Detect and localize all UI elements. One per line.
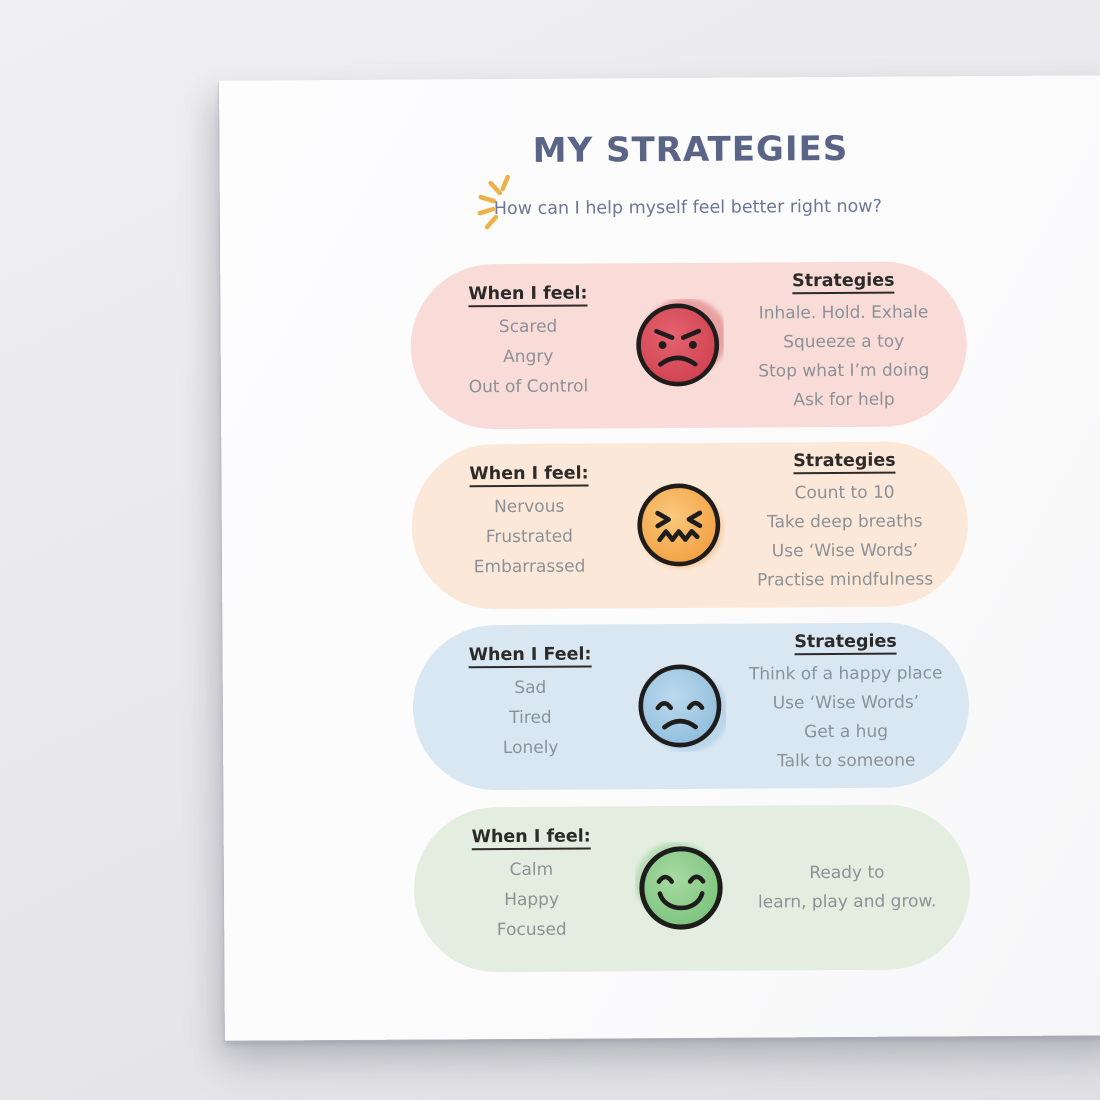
feelings-heading: When I Feel: — [468, 644, 592, 669]
strategy-item: Practise mindfulness — [757, 569, 934, 591]
feelings-column: When I feel: Calm Happy Focused — [424, 826, 640, 945]
feeling-item: Focused — [496, 919, 567, 941]
feeling-item: Frustrated — [485, 526, 574, 548]
feelings-column: When I feel: Scared Angry Out of Control — [420, 283, 636, 402]
ready-message: Ready to learn, play and grow. — [712, 804, 983, 971]
page-subtitle: How can I help myself feel better right … — [493, 196, 882, 220]
feeling-item: Embarrassed — [473, 556, 586, 578]
feelings-heading: When I feel: — [469, 463, 589, 488]
feeling-item: Tired — [509, 707, 552, 728]
angry-face-icon — [636, 298, 724, 387]
strategy-item: Take deep breaths — [766, 511, 923, 533]
strategy-row-calm: When I feel: Calm Happy Focused Ready to… — [413, 804, 971, 973]
strategy-item: Use ‘Wise Words’ — [772, 692, 920, 714]
sad-face-icon — [638, 664, 727, 752]
feelings-heading: When I feel: — [471, 826, 591, 851]
strategies-heading: Strategies — [792, 270, 895, 295]
strategy-row-sad: When I Feel: Sad Tired Lonely Strategies… — [412, 622, 970, 791]
strategies-column: Strategies Count to 10 Take deep breaths… — [709, 450, 980, 596]
strategy-item: Talk to someone — [777, 750, 916, 772]
feelings-column: When I feel: Nervous Frustrated Embarras… — [421, 463, 637, 582]
page-title: MY STRATEGIES — [532, 128, 849, 171]
strategy-row-angry: When I feel: Scared Angry Out of Control… — [410, 261, 968, 430]
ready-message-line: Ready to — [809, 862, 885, 883]
feeling-item: Out of Control — [468, 376, 589, 398]
strategy-item: Use ‘Wise Words’ — [771, 540, 919, 562]
strategy-item: Stop what I’m doing — [758, 360, 930, 382]
strategy-item: Think of a happy place — [748, 663, 943, 685]
strategies-heading: Strategies — [793, 450, 896, 475]
book-page: MY STRATEGIES How can I help myself feel… — [219, 75, 1100, 1041]
strategy-item: Ask for help — [793, 389, 895, 411]
feeling-item: Calm — [509, 859, 554, 880]
feeling-item: Sad — [514, 677, 547, 698]
strategy-item: Get a hug — [804, 721, 889, 743]
feeling-item: Angry — [503, 346, 554, 368]
feeling-item: Happy — [504, 889, 560, 911]
sparkle-icon — [477, 174, 510, 230]
strategy-row-frustrated: When I feel: Nervous Frustrated Embarras… — [411, 441, 969, 610]
feeling-item: Lonely — [502, 737, 559, 759]
happy-face-icon — [634, 841, 723, 930]
strategy-item: Count to 10 — [794, 482, 895, 504]
feeling-item: Scared — [498, 316, 558, 338]
feelings-column: When I Feel: Sad Tired Lonely — [423, 644, 639, 763]
strategy-item: Squeeze a toy — [783, 331, 905, 353]
strategy-item: Inhale. Hold. Exhale — [758, 302, 929, 324]
strategies-heading: Strategies — [794, 631, 897, 656]
feelings-heading: When I feel: — [468, 283, 588, 308]
confounded-face-icon — [637, 483, 723, 569]
strategies-column: Strategies Inhale. Hold. Exhale Squeeze … — [708, 270, 979, 416]
ready-message-line: learn, play and grow. — [757, 890, 937, 912]
strategies-column: Strategies Think of a happy place Use ‘W… — [710, 631, 981, 777]
feeling-item: Nervous — [493, 496, 565, 518]
